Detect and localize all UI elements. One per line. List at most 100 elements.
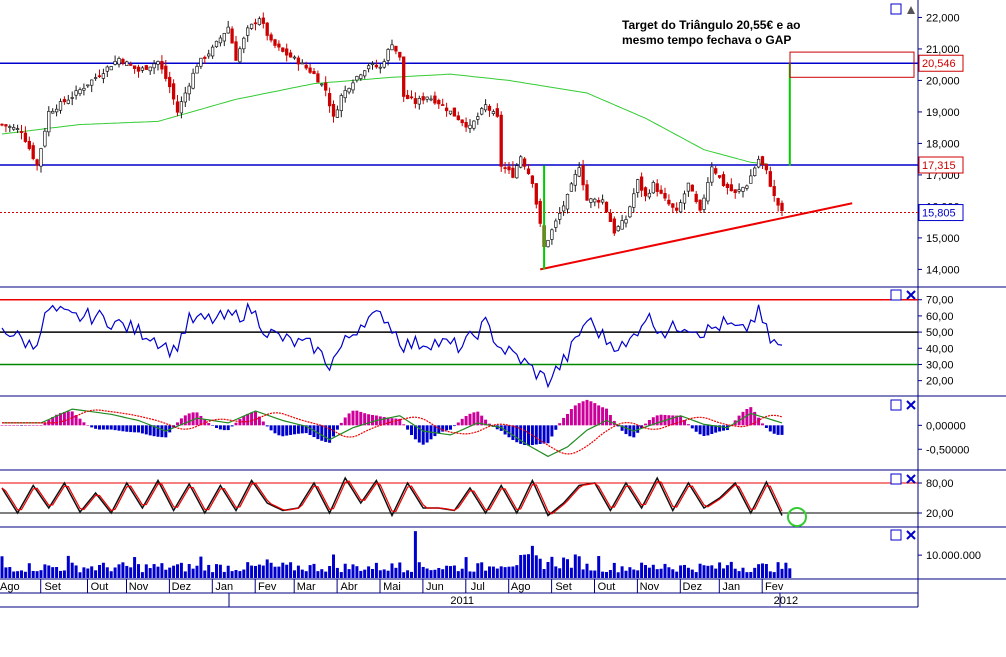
candle-body — [628, 206, 632, 218]
volume-bar — [246, 562, 250, 578]
macd-histogram-bar — [698, 425, 702, 435]
rsi-panel: 70,00 60,00 50,00 40,00 30,00 20,00 — [0, 295, 954, 389]
candle-body — [768, 171, 772, 187]
candle-body — [4, 124, 8, 127]
volume-bar — [90, 566, 94, 578]
volume-bar — [406, 570, 410, 578]
volume-bar — [749, 571, 753, 578]
macd-histogram-bar — [620, 425, 624, 431]
volume-bar — [398, 562, 402, 578]
volume-bar — [683, 564, 686, 578]
macd-histogram-bar — [671, 415, 675, 426]
volume-bar — [367, 566, 371, 578]
macd-histogram-bar — [718, 425, 722, 432]
volume-bar — [745, 572, 749, 578]
volume-bar — [43, 564, 47, 578]
candle-body — [218, 37, 223, 44]
macd-histogram-bar — [558, 423, 562, 426]
volume-bar — [667, 567, 671, 578]
mountain-icon[interactable] — [907, 6, 915, 14]
maximize-icon[interactable] — [890, 289, 902, 301]
volume-panel: 10.000.000 — [0, 531, 981, 578]
macd-histogram-bar — [378, 416, 382, 426]
stochastic-levels — [0, 482, 918, 514]
volume-bar — [655, 569, 659, 578]
macd-histogram-bar — [749, 407, 753, 426]
candle-body — [480, 108, 484, 115]
candle-body — [66, 99, 70, 104]
volume-bar — [608, 569, 612, 578]
volume-bar — [530, 545, 534, 578]
month-label: Abr — [341, 581, 358, 593]
candle-body — [331, 103, 336, 117]
close-icon[interactable] — [906, 400, 916, 410]
month-label: Mai — [383, 581, 401, 593]
candle-body — [207, 53, 211, 57]
macd-histogram-bar — [398, 418, 402, 426]
macd-histogram-bar — [23, 425, 27, 426]
candle-body — [132, 65, 137, 69]
macd-histogram-bar — [101, 425, 105, 430]
macd-histogram-bar — [339, 422, 343, 426]
macd-histogram-bar — [4, 425, 8, 426]
macd-histogram-bar — [722, 425, 725, 431]
candle-body — [366, 65, 371, 70]
candle-body — [324, 82, 328, 91]
volume-bar — [780, 568, 784, 578]
macd-histogram-bar — [308, 425, 312, 436]
volume-bar — [257, 564, 261, 578]
candle-body — [121, 58, 125, 64]
macd-histogram-bar — [640, 425, 644, 429]
maximize-icon[interactable] — [890, 3, 902, 15]
volume-bar — [296, 565, 300, 578]
volume-bar — [632, 569, 636, 578]
candle-body — [378, 66, 382, 69]
candle-body — [487, 105, 492, 111]
candle-body — [405, 94, 410, 100]
rsi-axis: 70,00 60,00 50,00 40,00 30,00 20,00 — [918, 295, 954, 388]
maximize-icon[interactable] — [890, 399, 902, 411]
volume-panel-controls — [890, 529, 916, 541]
candle-body — [402, 56, 406, 97]
volume-bar — [675, 571, 679, 578]
volume-bar — [59, 570, 62, 578]
macd-histogram-bar — [445, 425, 449, 431]
volume-bar — [542, 569, 546, 578]
candle-body — [93, 77, 98, 79]
candle-body — [86, 84, 90, 87]
macd-histogram-bar — [20, 425, 23, 426]
volume-bar — [511, 566, 515, 578]
volume-bar — [31, 570, 35, 578]
macd-histogram-bar — [12, 425, 16, 426]
close-icon[interactable] — [906, 530, 916, 540]
y-tick-label: 10.000.000 — [926, 550, 981, 562]
close-icon[interactable] — [906, 474, 916, 484]
candle-body — [105, 66, 109, 72]
volume-bar — [359, 570, 363, 578]
volume-bar — [456, 571, 460, 578]
close-icon[interactable] — [906, 290, 916, 300]
macd-histogram-bar — [117, 425, 121, 431]
maximize-icon[interactable] — [890, 529, 902, 541]
candle-body — [433, 95, 437, 104]
candle-body — [144, 65, 148, 70]
candle-body — [643, 187, 648, 197]
candle-body — [31, 145, 35, 159]
macd-histogram-bar — [683, 419, 686, 426]
volume-bar — [0, 556, 4, 578]
macd-histogram-bar — [35, 425, 39, 426]
volume-bar — [74, 565, 78, 578]
volume-bar — [663, 563, 667, 578]
volume-bar — [234, 570, 238, 578]
volume-bar — [195, 565, 199, 578]
macd-histogram-bar — [39, 425, 43, 426]
candle-body — [152, 63, 156, 69]
volume-bar — [503, 567, 507, 578]
maximize-icon[interactable] — [890, 473, 902, 485]
month-label: Jan — [722, 581, 740, 593]
candle-body — [0, 123, 4, 126]
candle-body — [214, 40, 219, 48]
volume-bar — [698, 563, 702, 578]
macd-line — [2, 408, 783, 458]
volume-bar — [304, 571, 308, 578]
